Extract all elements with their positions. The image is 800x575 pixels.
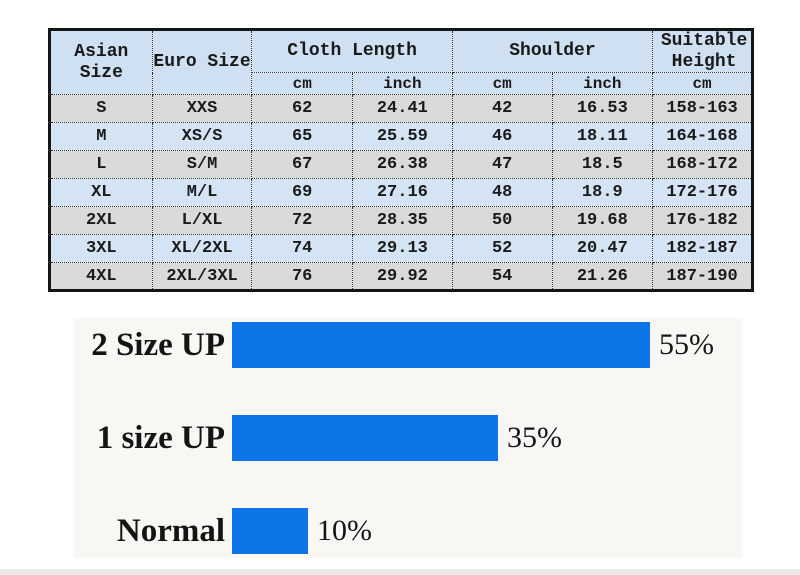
table-cell: 2XL	[49, 206, 153, 236]
bar	[232, 415, 498, 461]
table-cell: 29.13	[351, 234, 453, 264]
bar-category-label: Normal	[116, 512, 225, 549]
table-cell: 176-182	[652, 206, 753, 236]
bottom-divider	[0, 569, 800, 575]
table-row: L S/M 67 26.38 47 18.5 168-172	[49, 150, 753, 180]
table-cell: 158-163	[652, 94, 753, 124]
table-cell: 29.92	[351, 262, 453, 292]
table-cell: 172-176	[652, 178, 753, 208]
table-cell: 2XL/3XL	[151, 262, 253, 292]
table-cell: M/L	[151, 178, 253, 208]
table-cell: 26.38	[351, 150, 453, 180]
unit-shoulder-cm: cm	[451, 72, 553, 96]
table-cell: 18.9	[551, 178, 654, 208]
table-cell: 54	[451, 262, 553, 292]
table-cell: 27.16	[351, 178, 453, 208]
table-cell: 164-168	[652, 122, 753, 152]
table-cell: 50	[451, 206, 553, 236]
table-cell: XL/2XL	[151, 234, 253, 264]
table-cell: 18.11	[551, 122, 654, 152]
bar-category-label: 2 Size UP	[91, 326, 225, 363]
bar	[232, 322, 650, 368]
header-euro-size: Euro Size	[151, 28, 253, 96]
table-cell: 21.26	[551, 262, 654, 292]
table-cell: 52	[451, 234, 553, 264]
table-cell: 62	[251, 94, 353, 124]
bar-value-label: 10%	[317, 514, 372, 547]
table-row: 3XL XL/2XL 74 29.13 52 20.47 182-187	[49, 234, 753, 264]
bar-value-label: 55%	[659, 328, 714, 361]
table-cell: 3XL	[49, 234, 153, 264]
table-cell: XXS	[151, 94, 253, 124]
header-suitable-height: Suitable Height	[652, 28, 753, 74]
size-chart-table: Asian Size Euro Size Cloth Length Should…	[48, 28, 754, 293]
table-row: S XXS 62 24.41 42 16.53 158-163	[49, 94, 753, 124]
table-cell: S	[49, 94, 153, 124]
header-cloth-length: Cloth Length	[251, 28, 453, 74]
bar	[232, 508, 308, 554]
table-cell: 74	[251, 234, 353, 264]
table-row: 4XL 2XL/3XL 76 29.92 54 21.26 187-190	[49, 262, 753, 292]
bar-chart: 2 Size UP 55% 1 size UP 35% Normal 10%	[74, 318, 742, 558]
table-cell: 4XL	[49, 262, 153, 292]
table-cell: L/XL	[151, 206, 253, 236]
table-cell: 42	[451, 94, 553, 124]
table-cell: 72	[251, 206, 353, 236]
table-row: 2XL L/XL 72 28.35 50 19.68 176-182	[49, 206, 753, 236]
unit-height-cm: cm	[652, 72, 753, 96]
bar-row: Normal 10%	[74, 508, 742, 554]
table-cell: 20.47	[551, 234, 654, 264]
table-cell: 67	[251, 150, 353, 180]
table-cell: 168-172	[652, 150, 753, 180]
table-header-row: Asian Size Euro Size Cloth Length Should…	[49, 28, 753, 96]
table-cell: 48	[451, 178, 553, 208]
table-cell: 25.59	[351, 122, 453, 152]
table-row: M XS/S 65 25.59 46 18.11 164-168	[49, 122, 753, 152]
unit-cloth-inch: inch	[351, 72, 453, 96]
bar-value-label: 35%	[507, 421, 562, 454]
table-cell: XL	[49, 178, 153, 208]
table-row: XL M/L 69 27.16 48 18.9 172-176	[49, 178, 753, 208]
table-cell: 47	[451, 150, 553, 180]
bar-category-label: 1 size UP	[96, 419, 225, 456]
table-cell: S/M	[151, 150, 253, 180]
table-cell: 65	[251, 122, 353, 152]
table-cell: 182-187	[652, 234, 753, 264]
table-cell: 24.41	[351, 94, 453, 124]
header-shoulder: Shoulder	[451, 28, 654, 74]
table-cell: 19.68	[551, 206, 654, 236]
table-cell: 76	[251, 262, 353, 292]
table-cell: 46	[451, 122, 553, 152]
unit-shoulder-inch: inch	[551, 72, 654, 96]
bar-row: 2 Size UP 55%	[74, 322, 742, 368]
table-cell: 69	[251, 178, 353, 208]
table-cell: 187-190	[652, 262, 753, 292]
table-cell: M	[49, 122, 153, 152]
size-table-body: S XXS 62 24.41 42 16.53 158-163 M XS/S 65 25.59 46 1…	[49, 94, 753, 292]
table-cell: 16.53	[551, 94, 654, 124]
table-cell: L	[49, 150, 153, 180]
header-asian-size: Asian Size	[49, 28, 153, 96]
bar-row: 1 size UP 35%	[74, 415, 742, 461]
table-cell: 28.35	[351, 206, 453, 236]
table-cell: XS/S	[151, 122, 253, 152]
unit-cloth-cm: cm	[251, 72, 353, 96]
table-cell: 18.5	[551, 150, 654, 180]
table-units-row: cm inch cm inch cm	[50, 72, 753, 96]
